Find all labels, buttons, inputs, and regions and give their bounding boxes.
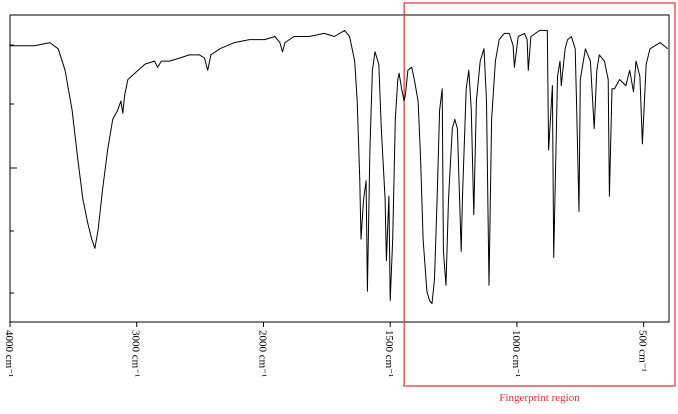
annotation-label: Fingerprint region xyxy=(499,392,580,404)
annotation-region xyxy=(403,2,676,387)
x-tick-label: 1500 cm⁻¹ xyxy=(383,330,395,377)
plot-frame xyxy=(9,14,670,323)
spectrum-line xyxy=(10,29,669,305)
y-axis-decoration xyxy=(10,44,17,294)
x-tick-label: 1000 cm⁻¹ xyxy=(510,330,522,377)
x-tick-label: 2000 cm⁻¹ xyxy=(256,330,268,377)
x-tick-label: 3000 cm⁻¹ xyxy=(130,330,142,377)
x-tick-label: 500 cm⁻¹ xyxy=(637,330,649,372)
x-tick-label: 4000 cm⁻¹ xyxy=(3,330,15,377)
